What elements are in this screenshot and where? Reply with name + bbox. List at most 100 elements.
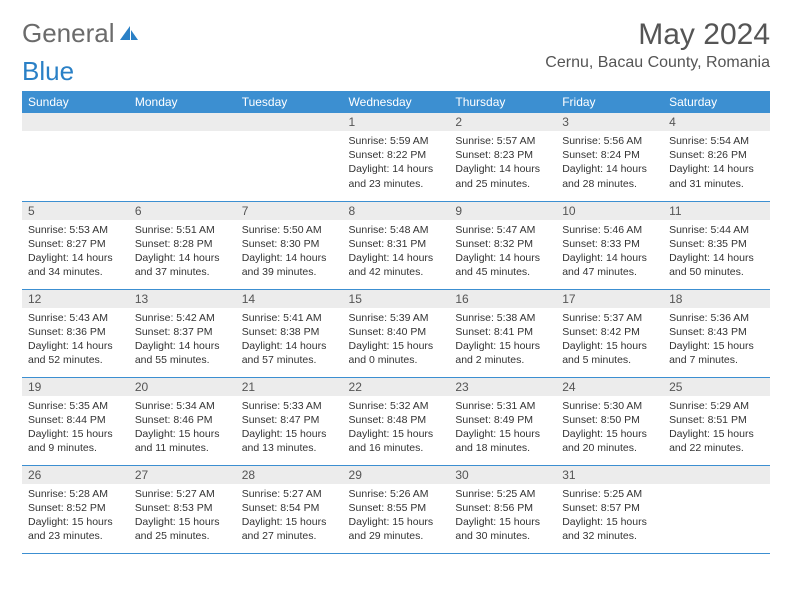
daylight-text: Daylight: 15 hours and 25 minutes.: [135, 515, 230, 543]
day-details: Sunrise: 5:41 AMSunset: 8:38 PMDaylight:…: [236, 308, 343, 372]
daylight-text: Daylight: 14 hours and 45 minutes.: [455, 251, 550, 279]
sunset-text: Sunset: 8:22 PM: [349, 148, 444, 162]
calendar-week-row: 12Sunrise: 5:43 AMSunset: 8:36 PMDayligh…: [22, 289, 770, 377]
day-number: 21: [236, 378, 343, 396]
daylight-text: Daylight: 14 hours and 37 minutes.: [135, 251, 230, 279]
sunrise-text: Sunrise: 5:59 AM: [349, 134, 444, 148]
daylight-text: Daylight: 15 hours and 5 minutes.: [562, 339, 657, 367]
sunrise-text: Sunrise: 5:41 AM: [242, 311, 337, 325]
day-details: Sunrise: 5:57 AMSunset: 8:23 PMDaylight:…: [449, 131, 556, 195]
day-number: 1: [343, 113, 450, 131]
weekday-header: Monday: [129, 91, 236, 113]
sunset-text: Sunset: 8:24 PM: [562, 148, 657, 162]
calendar-week-row: 5Sunrise: 5:53 AMSunset: 8:27 PMDaylight…: [22, 201, 770, 289]
day-details: Sunrise: 5:42 AMSunset: 8:37 PMDaylight:…: [129, 308, 236, 372]
day-number: 13: [129, 290, 236, 308]
day-details: Sunrise: 5:36 AMSunset: 8:43 PMDaylight:…: [663, 308, 770, 372]
daylight-text: Daylight: 15 hours and 22 minutes.: [669, 427, 764, 455]
calendar-header-row: Sunday Monday Tuesday Wednesday Thursday…: [22, 91, 770, 113]
calendar-day-cell: 13Sunrise: 5:42 AMSunset: 8:37 PMDayligh…: [129, 289, 236, 377]
day-details: Sunrise: 5:56 AMSunset: 8:24 PMDaylight:…: [556, 131, 663, 195]
day-details: Sunrise: 5:35 AMSunset: 8:44 PMDaylight:…: [22, 396, 129, 460]
sunrise-text: Sunrise: 5:35 AM: [28, 399, 123, 413]
day-number: 28: [236, 466, 343, 484]
calendar-week-row: 1 Sunrise: 5:59 AMSunset: 8:22 PM Daylight…: [22, 113, 770, 201]
calendar-day-cell: 1Sunrise: 5:59 AMSunset: 8:22 PMDaylight…: [343, 113, 450, 201]
calendar-day-cell: 25Sunrise: 5:29 AMSunset: 8:51 PMDayligh…: [663, 377, 770, 465]
daylight-text: Daylight: 15 hours and 29 minutes.: [349, 515, 444, 543]
day-details: Sunrise: 5:47 AMSunset: 8:32 PMDaylight:…: [449, 220, 556, 284]
calendar-day-cell: 11Sunrise: 5:44 AMSunset: 8:35 PMDayligh…: [663, 201, 770, 289]
sunset-text: Sunset: 8:32 PM: [455, 237, 550, 251]
calendar-day-cell: 27Sunrise: 5:27 AMSunset: 8:53 PMDayligh…: [129, 465, 236, 553]
calendar-day-cell: 19Sunrise: 5:35 AMSunset: 8:44 PMDayligh…: [22, 377, 129, 465]
day-details: Sunrise: 5:31 AMSunset: 8:49 PMDaylight:…: [449, 396, 556, 460]
calendar-day-cell: 12Sunrise: 5:43 AMSunset: 8:36 PMDayligh…: [22, 289, 129, 377]
sunrise-text: Sunrise: 5:26 AM: [349, 487, 444, 501]
sunrise-text: Sunrise: 5:25 AM: [562, 487, 657, 501]
calendar-day-cell: 4Sunrise: 5:54 AMSunset: 8:26 PMDaylight…: [663, 113, 770, 201]
day-number: 20: [129, 378, 236, 396]
calendar-day-cell: 10Sunrise: 5:46 AMSunset: 8:33 PMDayligh…: [556, 201, 663, 289]
sunset-text: Sunset: 8:26 PM: [669, 148, 764, 162]
sunset-text: Sunset: 8:43 PM: [669, 325, 764, 339]
daylight-text: Daylight: 15 hours and 30 minutes.: [455, 515, 550, 543]
day-number: 23: [449, 378, 556, 396]
sunrise-text: Sunrise: 5:28 AM: [28, 487, 123, 501]
logo-sail-icon: [118, 24, 140, 42]
day-number: 4: [663, 113, 770, 131]
daylight-text: Daylight: 14 hours and 50 minutes.: [669, 251, 764, 279]
day-number: [663, 466, 770, 484]
daylight-text: Daylight: 14 hours and 28 minutes.: [562, 162, 657, 190]
sunrise-text: Sunrise: 5:46 AM: [562, 223, 657, 237]
sunrise-text: Sunrise: 5:56 AM: [562, 134, 657, 148]
day-details: Sunrise: 5:38 AMSunset: 8:41 PMDaylight:…: [449, 308, 556, 372]
day-number: 22: [343, 378, 450, 396]
sunrise-text: Sunrise: 5:47 AM: [455, 223, 550, 237]
day-details: Sunrise: 5:33 AMSunset: 8:47 PMDaylight:…: [236, 396, 343, 460]
sunrise-text: Sunrise: 5:31 AM: [455, 399, 550, 413]
day-details: Sunrise: 5:39 AMSunset: 8:40 PMDaylight:…: [343, 308, 450, 372]
calendar-day-cell: 3Sunrise: 5:56 AMSunset: 8:24 PMDaylight…: [556, 113, 663, 201]
day-number: 7: [236, 202, 343, 220]
sunrise-text: Sunrise: 5:53 AM: [28, 223, 123, 237]
weekday-header: Wednesday: [343, 91, 450, 113]
day-number: 30: [449, 466, 556, 484]
sunrise-text: Sunrise: 5:29 AM: [669, 399, 764, 413]
sunset-text: Sunset: 8:47 PM: [242, 413, 337, 427]
day-details: Sunrise: 5:48 AMSunset: 8:31 PMDaylight:…: [343, 220, 450, 284]
day-number: 26: [22, 466, 129, 484]
calendar-day-cell: [236, 113, 343, 201]
day-details: Sunrise: 5:27 AMSunset: 8:53 PMDaylight:…: [129, 484, 236, 548]
daylight-text: Daylight: 15 hours and 20 minutes.: [562, 427, 657, 455]
sunrise-text: Sunrise: 5:25 AM: [455, 487, 550, 501]
day-details: Sunrise: 5:25 AMSunset: 8:57 PMDaylight:…: [556, 484, 663, 548]
daylight-text: Daylight: 15 hours and 23 minutes.: [28, 515, 123, 543]
day-number: 9: [449, 202, 556, 220]
logo-text-general: General: [22, 18, 115, 49]
day-details: Sunrise: 5:53 AMSunset: 8:27 PMDaylight:…: [22, 220, 129, 284]
sunset-text: Sunset: 8:49 PM: [455, 413, 550, 427]
sunset-text: Sunset: 8:42 PM: [562, 325, 657, 339]
sunrise-text: Sunrise: 5:36 AM: [669, 311, 764, 325]
sunset-text: Sunset: 8:52 PM: [28, 501, 123, 515]
day-number: [129, 113, 236, 131]
day-details: Sunrise: 5:43 AMSunset: 8:36 PMDaylight:…: [22, 308, 129, 372]
weekday-header: Sunday: [22, 91, 129, 113]
weekday-header: Tuesday: [236, 91, 343, 113]
sunset-text: Sunset: 8:28 PM: [135, 237, 230, 251]
day-details: Sunrise: 5:26 AMSunset: 8:55 PMDaylight:…: [343, 484, 450, 548]
calendar-week-row: 26Sunrise: 5:28 AMSunset: 8:52 PMDayligh…: [22, 465, 770, 553]
day-details: Sunrise: 5:34 AMSunset: 8:46 PMDaylight:…: [129, 396, 236, 460]
day-number: 11: [663, 202, 770, 220]
weekday-header: Saturday: [663, 91, 770, 113]
sunrise-text: Sunrise: 5:34 AM: [135, 399, 230, 413]
sunset-text: Sunset: 8:54 PM: [242, 501, 337, 515]
sunset-text: Sunset: 8:55 PM: [349, 501, 444, 515]
calendar-day-cell: 18Sunrise: 5:36 AMSunset: 8:43 PMDayligh…: [663, 289, 770, 377]
sunrise-text: Sunrise: 5:42 AM: [135, 311, 230, 325]
day-number: [236, 113, 343, 131]
calendar-day-cell: 21Sunrise: 5:33 AMSunset: 8:47 PMDayligh…: [236, 377, 343, 465]
daylight-text: Daylight: 15 hours and 32 minutes.: [562, 515, 657, 543]
day-number: 6: [129, 202, 236, 220]
